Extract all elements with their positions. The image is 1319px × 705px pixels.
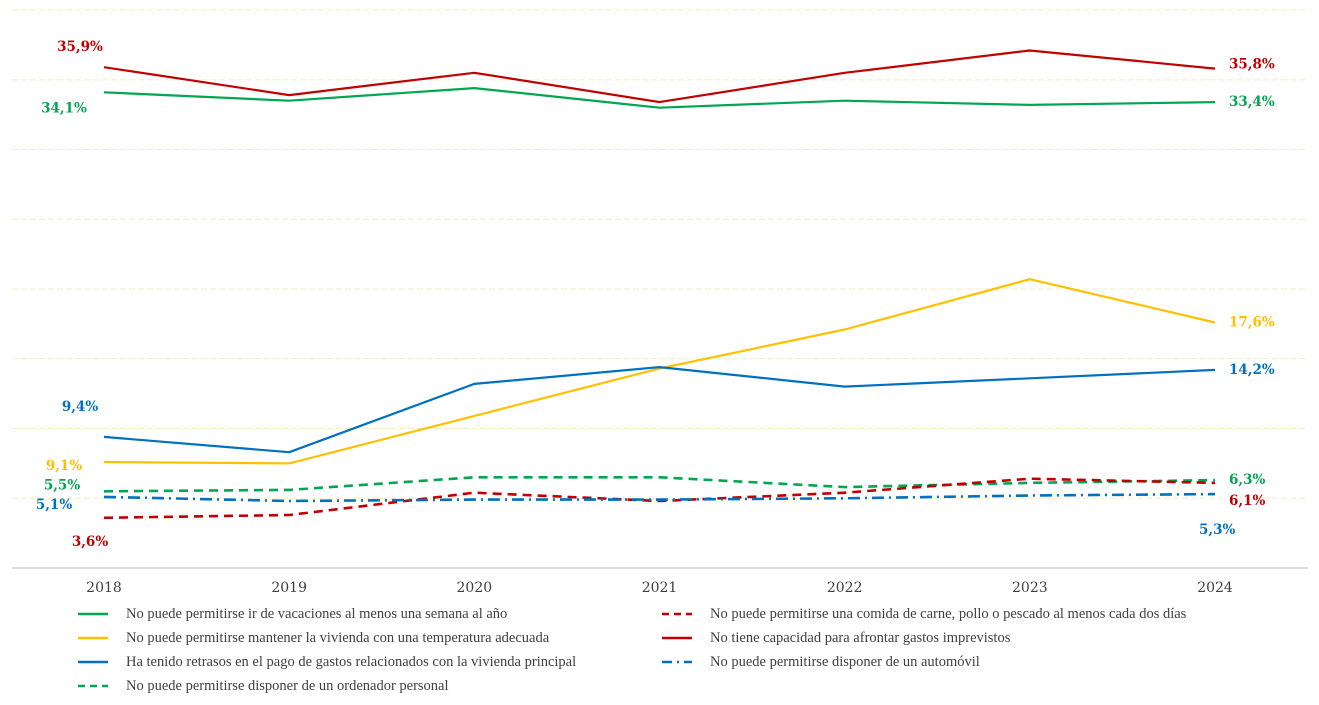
series-line: [103, 278, 1216, 465]
series-line: [103, 366, 1216, 454]
data-label: 34,1%: [41, 100, 87, 116]
data-label: 6,3%: [1229, 472, 1265, 488]
chart-legend: No puede permitirse ir de vacaciones al …: [0, 600, 1319, 705]
legend-label: No puede permitirse disponer de un autom…: [710, 653, 980, 670]
x-tick-label: 2019: [271, 580, 307, 596]
x-tick-label: 2020: [457, 580, 493, 596]
legend-swatch: [78, 660, 108, 664]
x-tick-labels: 2018 2019 2020 2021 2022 2023 2024: [86, 580, 1233, 596]
legend-label: No puede permitirse una comida de carne,…: [710, 605, 1187, 622]
x-tick-label: 2018: [86, 580, 122, 596]
series-lines: [103, 49, 1216, 520]
legend-item: No puede permitirse una comida de carne,…: [662, 602, 1186, 626]
data-label: 6,1%: [1229, 493, 1265, 509]
series-line: [103, 477, 1216, 520]
legend-item: Ha tenido retrasos en el pago de gastos …: [78, 650, 576, 674]
legend-item: No puede permitirse mantener la vivienda…: [78, 626, 549, 650]
legend-item: No puede permitirse ir de vacaciones al …: [78, 602, 507, 626]
data-label: 9,1%: [46, 458, 82, 474]
x-tick-label: 2022: [827, 580, 863, 596]
legend-label: No tiene capacidad para afrontar gastos …: [710, 629, 1011, 646]
data-labels: 34,1% 33,4% 9,1% 17,6% 9,4% 14,2% 5,5% 6,3% 3,6%…: [36, 39, 1275, 550]
legend-label: Ha tenido retrasos en el pago de gastos …: [126, 653, 577, 670]
series-line: [103, 86, 1216, 109]
legend-label: No puede permitirse ir de vacaciones al …: [126, 605, 508, 622]
legend-swatch: [78, 636, 108, 640]
x-tick-label: 2023: [1012, 580, 1048, 596]
legend-label: No puede permitirse mantener la vivienda…: [126, 629, 550, 646]
data-label: 35,8%: [1229, 57, 1275, 73]
series-line: [103, 492, 1216, 503]
data-label: 9,4%: [62, 399, 98, 415]
data-label: 17,6%: [1229, 314, 1275, 330]
data-label: 5,1%: [36, 497, 72, 513]
legend-item: No puede permitirse disponer de un orden…: [78, 674, 449, 698]
data-label: 5,3%: [1199, 522, 1235, 538]
legend-swatch: [662, 612, 692, 616]
legend-item: No puede permitirse disponer de un autom…: [662, 650, 980, 674]
legend-label: No puede permitirse disponer de un orden…: [126, 677, 449, 694]
series-line: [103, 475, 1216, 493]
legend-swatch: [78, 612, 108, 616]
data-label: 3,6%: [72, 534, 108, 550]
legend-swatch: [662, 660, 692, 664]
data-label: 5,5%: [44, 477, 80, 493]
legend-item: No tiene capacidad para afrontar gastos …: [662, 626, 1010, 650]
data-label: 33,4%: [1229, 94, 1275, 110]
legend-swatch: [662, 636, 692, 640]
x-tick-label: 2021: [642, 580, 678, 596]
data-label: 14,2%: [1229, 362, 1275, 378]
x-tick-label: 2024: [1197, 580, 1233, 596]
gridlines: [12, 9, 1308, 499]
chart-canvas: 2018 2019 2020 2021 2022 2023 2024 34,1% 33,4% 9…: [12, 9, 1308, 596]
legend-swatch: [78, 684, 108, 688]
series-line: [103, 49, 1216, 104]
data-label: 35,9%: [57, 39, 103, 55]
